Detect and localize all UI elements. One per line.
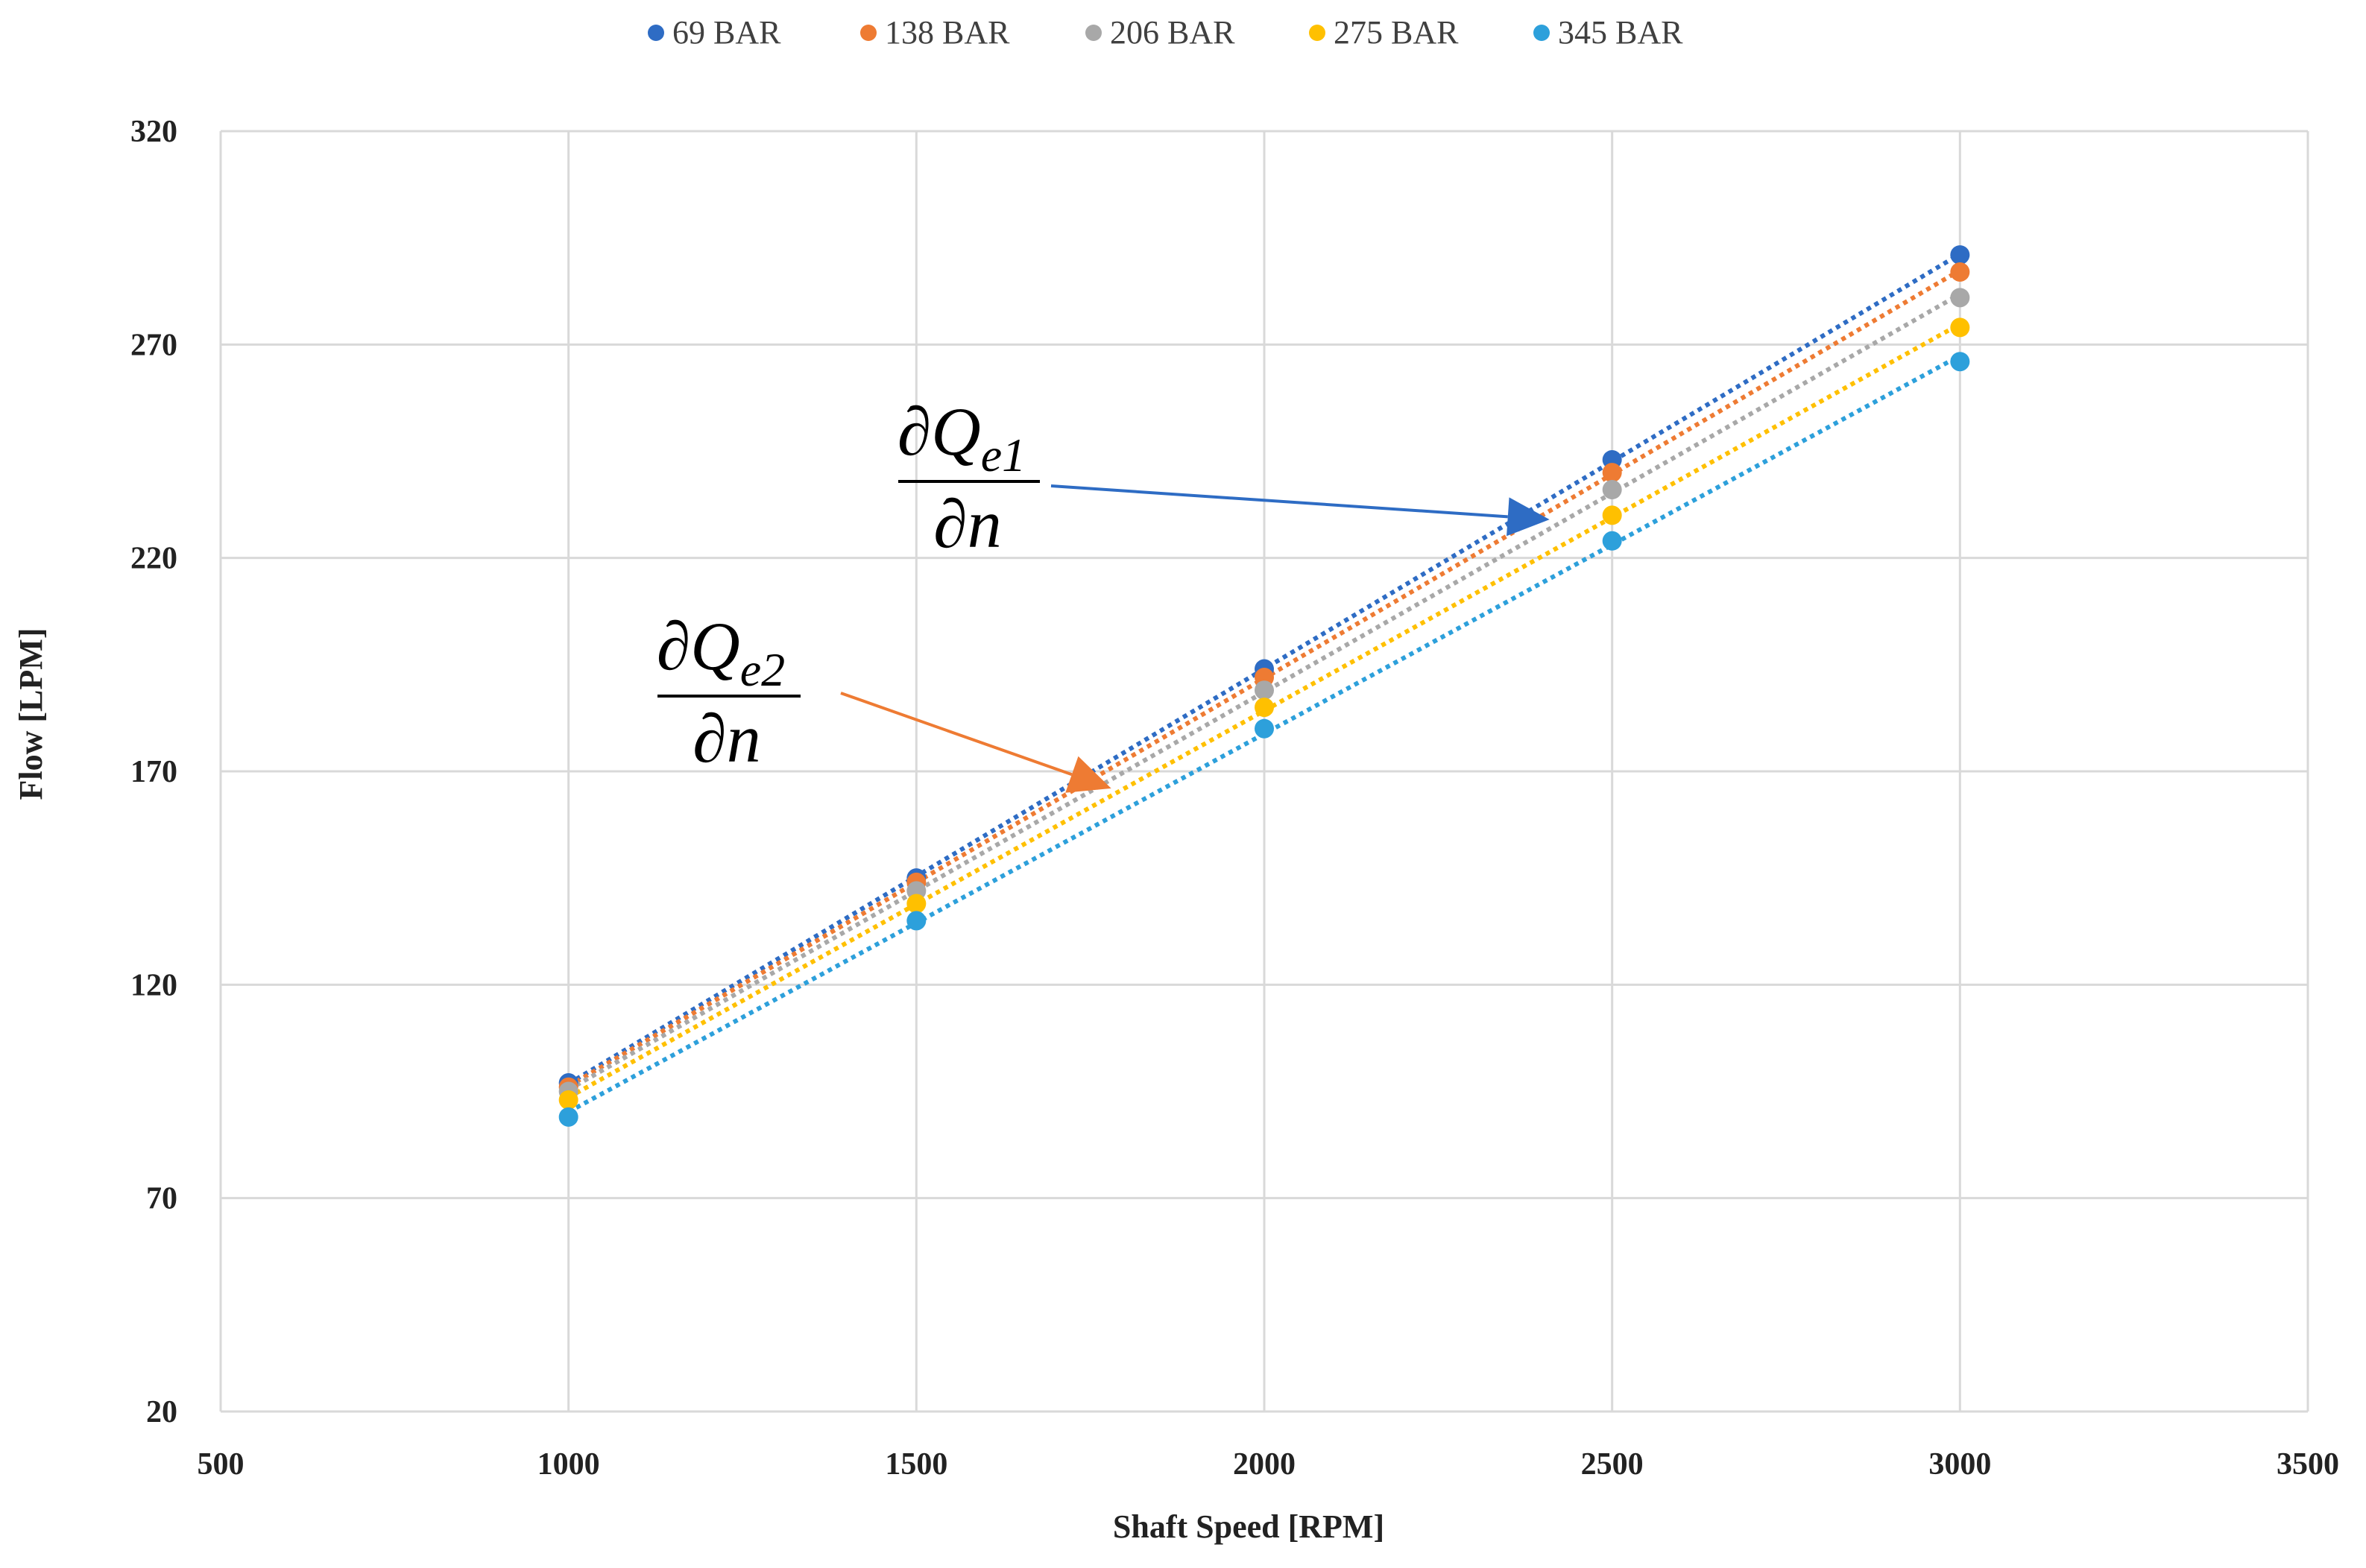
legend-label: 206 BAR: [1110, 14, 1235, 51]
annotation-numerator-main: ∂Q: [897, 393, 981, 470]
y-axis-title: Flow [LPM]: [13, 628, 49, 800]
legend-item: 69 BAR: [648, 14, 781, 51]
data-point-206-bar: [1602, 480, 1622, 500]
data-point-275-bar: [1950, 317, 1970, 338]
annotation-numerator-subscript: e2: [740, 643, 785, 696]
annotations: ∂Qe1∂n∂Qe2∂n: [657, 393, 1550, 793]
y-tick-label: 220: [130, 542, 177, 576]
x-tick-label: 500: [198, 1447, 245, 1482]
data-point-138-bar: [1950, 262, 1970, 282]
legend-item: 138 BAR: [860, 14, 1010, 51]
annotation-arrow-head: [1507, 497, 1550, 537]
x-tick-label: 3500: [2277, 1447, 2339, 1482]
legend-label: 345 BAR: [1558, 14, 1683, 51]
legend-label: 69 BAR: [672, 14, 781, 51]
data-point-275-bar: [1255, 698, 1274, 718]
grid: [219, 130, 2309, 1413]
data-point-206-bar: [1255, 680, 1274, 701]
x-tick-label: 1000: [537, 1447, 600, 1482]
data-point-69-bar: [1950, 245, 1970, 265]
x-tick-label: 2500: [1581, 1447, 1644, 1482]
axes: Shaft Speed [RPM] Flow [LPM] 500 1000 1500…: [13, 115, 2339, 1545]
annotation-dqe1: ∂Qe1∂n: [897, 393, 1550, 562]
y-tick-label: 320: [130, 115, 177, 149]
data-point-275-bar: [906, 894, 927, 914]
y-tick-label: 170: [130, 755, 177, 789]
legend-label: 138 BAR: [885, 14, 1010, 51]
legend-item: 275 BAR: [1309, 14, 1459, 51]
legend-marker: [860, 25, 877, 41]
x-tick-label: 1500: [885, 1447, 947, 1482]
y-tick-label: 120: [130, 968, 177, 1002]
legend: 69 BAR 138 BAR 206 BAR 275 BAR 345 BAR: [648, 14, 1683, 51]
trendline-275-bar: [567, 322, 1961, 1100]
data-point-345-bar: [1602, 531, 1622, 551]
x-tick-label: 3000: [1928, 1447, 1991, 1482]
y-tick-label: 20: [146, 1395, 177, 1429]
data-point-345-bar: [558, 1107, 578, 1127]
annotation-dqe2: ∂Qe2∂n: [657, 608, 1111, 793]
trendline-206-bar: [567, 292, 1961, 1092]
annotation-numerator-subscript: e1: [981, 429, 1026, 481]
trendline-69-bar: [567, 252, 1961, 1086]
legend-marker: [1085, 25, 1102, 41]
annotation-denominator: ∂n: [693, 701, 760, 777]
legend-marker: [648, 25, 664, 41]
legend-label: 275 BAR: [1334, 14, 1459, 51]
data-point-345-bar: [1950, 352, 1970, 372]
annotation-denominator: ∂n: [933, 486, 1001, 562]
y-tick-label: 70: [146, 1182, 177, 1216]
legend-item: 206 BAR: [1085, 14, 1235, 51]
legend-item: 345 BAR: [1533, 14, 1683, 51]
data-point-275-bar: [1602, 505, 1622, 525]
legend-marker: [1309, 25, 1325, 41]
x-axis-title: Shaft Speed [RPM]: [1113, 1508, 1384, 1545]
data-point-138-bar: [1602, 463, 1622, 483]
annotation-arrow-shaft: [840, 692, 1073, 777]
annotation-arrow-head: [1065, 756, 1111, 793]
annotation-numerator-main: ∂Q: [657, 608, 740, 684]
legend-marker: [1533, 25, 1550, 41]
data-point-345-bar: [906, 911, 927, 931]
data-point-345-bar: [1255, 718, 1274, 739]
data-point-206-bar: [1950, 288, 1970, 308]
annotation-arrow-shaft: [1050, 484, 1508, 519]
data-points: [558, 245, 1970, 1127]
annotation-numerator: ∂Qe2: [657, 608, 785, 696]
data-point-275-bar: [558, 1090, 578, 1110]
y-tick-label: 270: [130, 328, 177, 362]
annotation-numerator: ∂Qe1: [897, 393, 1026, 481]
x-tick-label: 2000: [1233, 1447, 1296, 1482]
